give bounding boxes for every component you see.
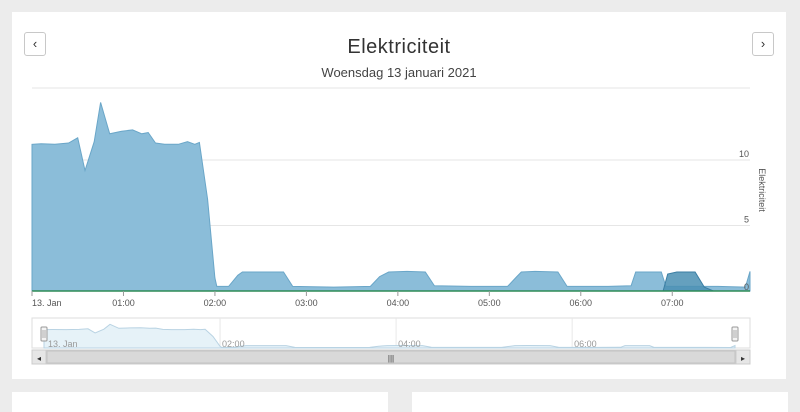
chart-subtitle: Woensdag 13 januari 2021 (321, 65, 477, 80)
x-tick-label: 03:00 (295, 298, 318, 308)
y-tick-label: 5 (744, 215, 749, 225)
next-day-button[interactable]: › (752, 32, 774, 56)
x-tick-label: 07:00 (661, 298, 684, 308)
chevron-left-icon: ‹ (32, 36, 38, 51)
scrollbar-thumb[interactable] (46, 350, 736, 364)
grip-icon: ||| (388, 354, 394, 363)
chart-title: Elektriciteit (347, 36, 451, 58)
navigator-tick-label: 06:00 (574, 339, 597, 349)
x-tick-label: 13. Jan (32, 298, 62, 308)
area-series-2 (662, 271, 714, 292)
navigator-tick-label: 13. Jan (48, 339, 78, 349)
arrow-left-icon: ◂ (37, 354, 41, 363)
navigator-left-handle[interactable] (40, 326, 48, 342)
x-tick-label: 01:00 (112, 298, 135, 308)
y-tick-label: 0 (744, 282, 749, 292)
previous-day-button[interactable]: ‹ (24, 32, 46, 56)
navigator-tick-label: 04:00 (398, 339, 421, 349)
x-tick-label: 05:00 (478, 298, 501, 308)
y-axis-title: Elektriciteit (757, 168, 767, 212)
x-tick-label: 04:00 (387, 298, 410, 308)
navigator-area (43, 323, 736, 349)
y-tick-label: 10 (739, 149, 749, 159)
arrow-right-icon: ▸ (741, 354, 745, 363)
navigator-tick-label: 02:00 (222, 339, 245, 349)
navigator-right-handle[interactable] (731, 326, 739, 342)
scrollbar-left-button[interactable] (31, 349, 47, 365)
x-tick-label: 02:00 (204, 298, 227, 308)
chart-svg[interactable]: 13. Jan 01:00 02:00 03:00 04:00 05:00 06:00 07:… (0, 0, 800, 403)
scrollbar-right-button[interactable] (735, 349, 751, 365)
chevron-right-icon: › (760, 36, 766, 51)
x-tick-label: 06:00 (570, 298, 593, 308)
area-series-1 (31, 102, 751, 292)
